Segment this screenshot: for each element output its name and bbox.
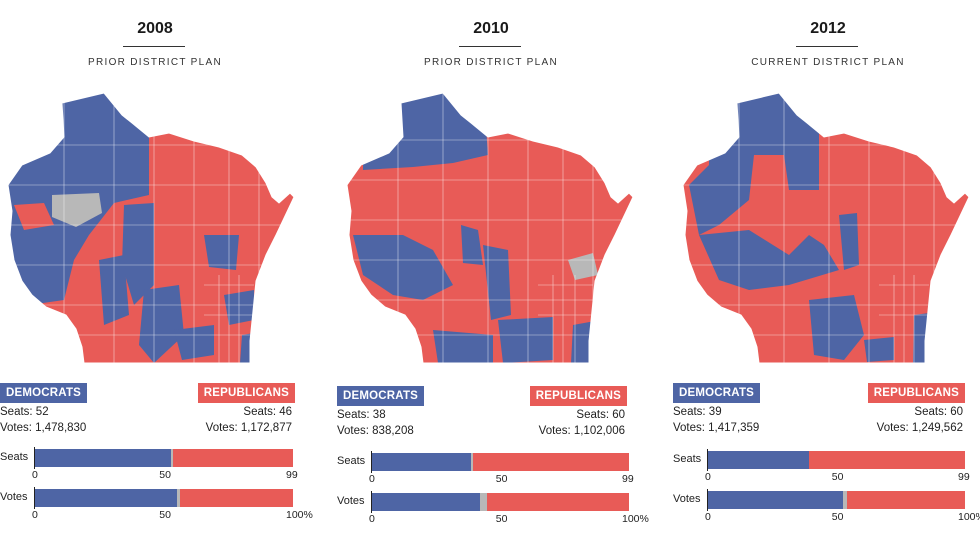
- title-rule: [123, 46, 185, 47]
- votes-bar: [708, 491, 965, 509]
- seats-axis-line: [34, 447, 35, 469]
- republicans-badge: REPUBLICANS: [529, 386, 627, 406]
- year-title: 2010: [473, 20, 509, 37]
- republicans-badge: REPUBLICANS: [197, 383, 295, 403]
- wisconsin-map-2012: [682, 92, 970, 364]
- dem-seats: Seats: 39: [673, 406, 722, 418]
- seats-bar: [372, 453, 629, 471]
- seats-tick-label: 0: [705, 471, 711, 483]
- seats-bar-rep: [473, 453, 629, 471]
- plan-label: PRIOR DISTRICT PLAN: [88, 57, 222, 68]
- panel-2010: 2010 PRIOR DISTRICT PLAN DEMOCRATS REPUB…: [337, 0, 667, 551]
- votes-bar-other: [842, 491, 847, 509]
- wisconsin-map-2010: [346, 92, 634, 364]
- rep-votes: Votes: 1,249,562: [876, 422, 963, 434]
- seats-tick-label: 99: [958, 471, 970, 483]
- dem-votes: Votes: 1,417,359: [673, 422, 760, 434]
- democrats-badge: DEMOCRATS: [0, 383, 88, 403]
- wisconsin-map-2008: [7, 92, 295, 364]
- year-title: 2012: [810, 20, 846, 37]
- votes-axis-line: [371, 491, 372, 513]
- votes-bar-rep: [846, 491, 965, 509]
- democrats-badge: DEMOCRATS: [673, 383, 761, 403]
- seats-bar-rep: [173, 449, 293, 467]
- seats-bar: [708, 451, 965, 469]
- seats-row-label: Seats: [673, 453, 702, 465]
- title-rule: [796, 46, 858, 47]
- dem-votes: Votes: 838,208: [337, 425, 414, 437]
- votes-bar-rep: [486, 493, 629, 511]
- votes-bar-dem: [35, 489, 177, 507]
- votes-bar-dem: [708, 491, 843, 509]
- dem-seats: Seats: 38: [337, 409, 386, 421]
- panel-2012: 2012 CURRENT DISTRICT PLAN DEMOCRATS REP…: [673, 0, 980, 551]
- democrats-badge: DEMOCRATS: [337, 386, 425, 406]
- votes-tick-label: 50: [159, 509, 171, 521]
- rep-seats: Seats: 60: [914, 406, 963, 418]
- seats-row-label: Seats: [337, 455, 366, 467]
- seats-bar-other: [170, 449, 174, 467]
- seats-bar-rep: [809, 451, 965, 469]
- dem-votes: Votes: 1,478,830: [0, 422, 87, 434]
- dem-seats: Seats: 52: [0, 406, 49, 418]
- seats-bar: [35, 449, 293, 467]
- votes-tick-label: 100%: [958, 511, 980, 523]
- rep-seats: Seats: 60: [576, 409, 625, 421]
- rep-votes: Votes: 1,172,877: [205, 422, 292, 434]
- votes-bar-rep: [180, 489, 293, 507]
- votes-bar-dem: [372, 493, 481, 511]
- seats-tick-label: 50: [159, 469, 171, 481]
- seats-tick-label: 99: [286, 469, 298, 481]
- votes-tick-label: 0: [369, 513, 375, 525]
- votes-axis-line: [34, 487, 35, 509]
- votes-tick-label: 50: [831, 511, 844, 523]
- votes-bar-other: [480, 493, 487, 511]
- votes-row-label: Votes: [673, 493, 701, 505]
- rep-seats: Seats: 46: [243, 406, 292, 418]
- rep-votes: Votes: 1,102,006: [538, 425, 625, 437]
- seats-tick-label: 0: [32, 469, 38, 481]
- seats-tick-label: 0: [369, 473, 375, 485]
- votes-tick-label: 0: [705, 511, 711, 523]
- seats-bar-dem: [372, 453, 471, 471]
- seats-bar-other: [470, 453, 474, 471]
- votes-bar: [35, 489, 293, 507]
- seats-tick-label: 50: [831, 471, 844, 483]
- seats-tick-label: 99: [622, 473, 634, 485]
- votes-tick-label: 100%: [286, 509, 313, 521]
- seats-axis-line: [371, 451, 372, 473]
- seats-tick-label: 50: [495, 473, 508, 485]
- seats-bar-dem: [35, 449, 171, 467]
- republicans-badge: REPUBLICANS: [867, 383, 965, 403]
- title-rule: [459, 46, 521, 47]
- panel-2008: 2008 PRIOR DISTRICT PLAN DEMOCRATS REPUB…: [0, 0, 330, 551]
- votes-tick-label: 0: [32, 509, 38, 521]
- votes-bar-other: [176, 489, 181, 507]
- votes-row-label: Votes: [337, 495, 365, 507]
- votes-bar: [372, 493, 629, 511]
- year-title: 2008: [137, 20, 173, 37]
- seats-row-label: Seats: [0, 451, 29, 463]
- seats-bar-dem: [708, 451, 810, 469]
- votes-axis-line: [707, 489, 708, 511]
- seats-axis-line: [707, 449, 708, 471]
- votes-row-label: Votes: [0, 491, 28, 503]
- plan-label: PRIOR DISTRICT PLAN: [424, 57, 558, 68]
- votes-tick-label: 50: [495, 513, 508, 525]
- plan-label: CURRENT DISTRICT PLAN: [751, 57, 905, 68]
- votes-tick-label: 100%: [622, 513, 649, 525]
